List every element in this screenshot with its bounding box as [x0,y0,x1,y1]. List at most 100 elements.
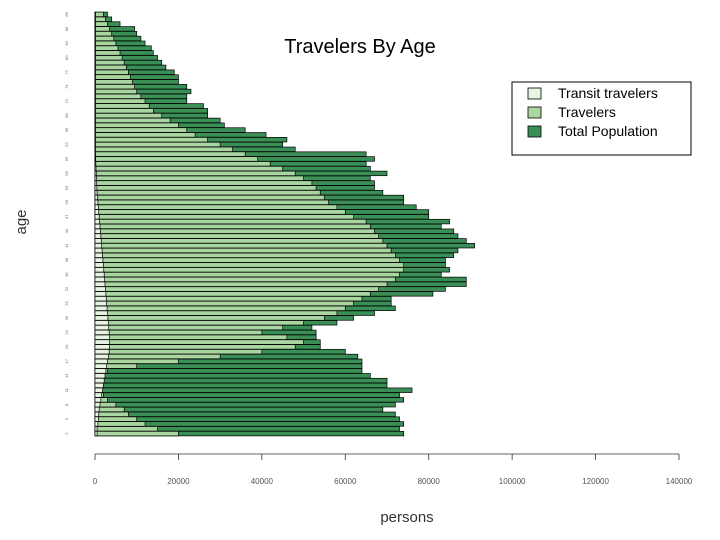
bar-transit-travelers-age-70 [94,103,96,109]
y-tick-label-77: 77 [64,69,69,74]
y-tick-label-56: 56 [64,170,69,175]
bar-travelers-age-84 [94,35,115,42]
legend: Transit travelers Travelers Total Populati… [511,81,692,156]
x-tick-label-100000: 100000 [499,477,526,486]
y-tick-label-14: 14 [64,373,69,378]
y-tick-label-53: 53 [64,185,69,190]
bar-travelers-age-64 [94,132,196,138]
x-tick-label-80000: 80000 [418,477,441,486]
bar-transit-travelers-age-22 [94,334,110,340]
bar-travelers-age-26 [94,315,325,321]
y-tick-labels: 2 5 8 11 14 17 20 23 26 29 32 35 38 41 44 47 50 53 56 59 62 6… [64,11,69,434]
y-tick-label-44: 44 [64,228,69,233]
bar-travelers-age-24 [94,324,284,331]
series-1 [94,11,405,437]
bar-travelers-age-88 [94,16,106,22]
bar-transit-travelers-age-35 [94,271,105,278]
bar-transit-travelers-age-61 [94,146,96,152]
bar-transit-travelers-age-24 [94,324,110,331]
bar-transit-travelers-age-44 [94,228,101,234]
bar-travelers-age-71 [94,98,146,104]
legend-label-1: Travelers [558,104,616,120]
bar-travelers-age-58 [94,161,271,167]
legend-label-0: Transit travelers [558,85,658,101]
y-tick-label-23: 23 [64,329,69,334]
bar-transit-travelers-age-73 [94,88,96,95]
bar-transit-travelers-age-59 [94,156,96,162]
y-tick-label-89: 89 [64,11,69,16]
bar-transit-travelers-age-62 [94,141,96,148]
bar-travelers-age-33 [94,281,388,287]
bar-transit-travelers-age-26 [94,315,109,321]
legend-box [511,81,692,156]
bar-transit-travelers-age-17 [94,358,108,364]
bar-travelers-age-54 [94,180,313,186]
bar-transit-travelers-age-36 [94,267,105,273]
x-tick-label-0: 0 [93,477,98,486]
bar-transit-travelers-age-11 [94,387,103,393]
bar-transit-travelers-age-75 [94,79,96,85]
y-tick-label-11: 11 [64,387,69,392]
bar-transit-travelers-age-39 [94,252,103,258]
bar-transit-travelers-age-27 [94,310,108,316]
y-tick-label-50: 50 [64,199,69,204]
y-tick-label-35: 35 [64,272,69,277]
legend-swatch-1 [527,106,542,119]
bar-transit-travelers-age-8 [94,402,101,408]
bar-travelers-age-51 [94,194,325,201]
x-tick-label-120000: 120000 [582,477,609,486]
bar-travelers-age-85 [94,31,113,37]
bar-travelers-age-57 [94,165,284,172]
bar-travelers-age-47 [94,214,354,220]
bar-transit-travelers-age-19 [94,349,110,355]
bar-travelers-age-59 [94,156,259,162]
bar-travelers-age-30 [94,296,363,302]
y-tick-label-41: 41 [64,243,69,248]
bar-travelers-age-55 [94,175,304,181]
bar-transit-travelers-age-69 [94,108,96,114]
chart-title: Travelers By Age [284,36,436,58]
bar-transit-travelers-age-31 [94,291,107,297]
bar-transit-travelers-age-53 [94,185,98,191]
bar-transit-travelers-age-14 [94,373,106,379]
legend-swatch-0 [527,87,542,100]
bar-travelers-age-73 [94,88,138,95]
bar-travelers-age-49 [94,204,338,210]
bar-travelers-age-20 [94,344,296,350]
y-tick-label-20: 20 [64,344,69,349]
bar-transit-travelers-age-77 [94,69,96,75]
bar-travelers-age-68 [94,112,163,119]
y-tick-label-32: 32 [64,286,69,291]
bar-travelers-age-43 [94,233,380,239]
bar-transit-travelers-age-66 [94,122,96,128]
bar-total-population-age-7 [94,406,384,413]
bar-transit-travelers-age-42 [94,238,102,244]
bar-travelers-age-60 [94,151,246,157]
bar-travelers-age-65 [94,127,188,133]
bar-travelers-age-6 [94,411,129,417]
bar-transit-travelers-age-65 [94,127,96,133]
bar-transit-travelers-age-55 [94,175,97,181]
bar-transit-travelers-age-74 [94,84,96,90]
bar-transit-travelers-age-86 [94,26,96,32]
bar-transit-travelers-age-10 [94,392,103,398]
bar-transit-travelers-age-21 [94,339,110,345]
bar-transit-travelers-age-4 [94,421,99,427]
bar-transit-travelers-age-64 [94,132,96,138]
bar-transit-travelers-age-76 [94,74,96,80]
bar-travelers-age-50 [94,199,329,205]
bar-transit-travelers-age-87 [94,21,96,27]
bar-travelers-age-82 [94,45,119,51]
bar-travelers-age-19 [94,349,263,355]
bar-travelers-age-77 [94,69,129,75]
bar-travelers-age-67 [94,117,171,124]
bar-total-population-age-11 [94,387,413,393]
x-axis: 0 20000 40000 60000 80000 100000 120000 140000 [93,453,693,486]
bar-travelers-age-87 [94,21,108,27]
bar-transit-travelers-age-89 [94,11,96,18]
bar-transit-travelers-age-57 [94,165,97,172]
bar-travelers-age-35 [94,271,400,278]
bar-travelers-age-29 [94,300,354,307]
bar-transit-travelers-age-9 [94,397,102,403]
bar-travelers-age-31 [94,291,371,297]
